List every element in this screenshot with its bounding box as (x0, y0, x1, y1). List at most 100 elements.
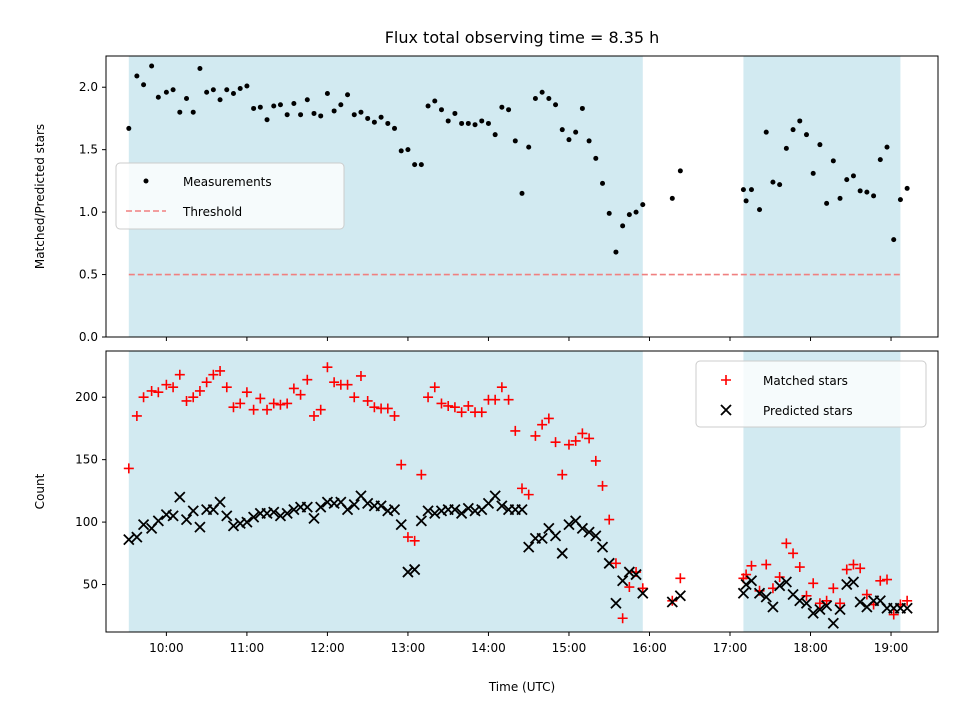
matched-point (610, 558, 621, 569)
predicted-point (827, 617, 839, 629)
matched-point (637, 583, 648, 594)
legend-box (695, 360, 927, 428)
matched-point (848, 559, 859, 570)
matched-point (329, 377, 340, 388)
matched-point (604, 514, 615, 525)
measurement-point (479, 118, 485, 124)
legend-counts: Matched stars Predicted stars (695, 360, 927, 428)
predicted-point (308, 512, 320, 524)
measurement-point (844, 177, 850, 183)
measurement-point (149, 63, 155, 69)
measurement-point (230, 90, 236, 96)
shaded-interval-0 (128, 351, 643, 632)
matched-point (510, 425, 521, 436)
measurement-point (405, 147, 411, 153)
measurement-point (459, 120, 465, 126)
predicted-point (315, 501, 327, 513)
matched-point (153, 387, 164, 398)
legend-predicted-label: Predicted stars (763, 404, 853, 418)
y-tick-label: 200 (75, 390, 98, 404)
measurement-point (803, 132, 809, 138)
matched-point (476, 407, 487, 418)
legend-box (115, 162, 345, 230)
matched-point (201, 377, 212, 388)
matched-point (828, 583, 839, 594)
measurement-point (777, 182, 783, 188)
measurement-point (184, 95, 190, 101)
measurement-point (797, 118, 803, 124)
matched-point (309, 410, 319, 421)
measurement-point (284, 112, 290, 118)
matched-point (322, 362, 333, 373)
measurement-point (425, 103, 431, 109)
matched-point (268, 398, 279, 409)
matched-point (570, 435, 581, 446)
predicted-point (780, 576, 792, 588)
matched-point (436, 398, 447, 409)
measurement-point (257, 104, 263, 110)
predicted-point (834, 603, 846, 616)
measurement-point (626, 212, 632, 218)
matched-point (275, 399, 286, 410)
measurement-point (897, 197, 903, 203)
predicted-point (630, 568, 642, 581)
predicted-point (583, 526, 595, 538)
matched-point (563, 439, 574, 450)
measurement-point (338, 102, 344, 108)
predicted-point (753, 587, 766, 599)
matched-point (161, 379, 172, 390)
matched-point (282, 398, 293, 409)
measurement-point (432, 98, 438, 104)
measurement-point (871, 193, 877, 199)
measurement-point (472, 122, 478, 128)
matched-point (382, 403, 393, 414)
matched-point (788, 548, 799, 559)
predicted-point (760, 591, 772, 603)
measurement-point (271, 103, 277, 109)
predicted-point (402, 566, 414, 578)
matched-point (741, 569, 752, 580)
matched-point (255, 393, 266, 404)
x-tick-label: 13:00 (391, 641, 426, 655)
predicted-point (388, 503, 401, 516)
predicted-point (194, 521, 206, 533)
measurement-point (757, 207, 763, 213)
matched-point (235, 398, 246, 409)
predicted-point (489, 490, 501, 502)
measurement-point (318, 113, 324, 119)
predicted-point (576, 522, 589, 534)
matched-point (861, 589, 872, 600)
predicted-point (814, 603, 826, 616)
ratio-panel: 0.0 0.5 1.0 1.5 2.0 Matched/Predicted stars Me… (33, 55, 939, 344)
matched-point (402, 532, 413, 543)
measurement-point (593, 155, 599, 161)
measurement-point (546, 95, 552, 101)
measurement-point (512, 138, 518, 144)
measurement-point (539, 89, 545, 95)
measurement-point (553, 102, 559, 108)
x-tick-label: 19:00 (874, 641, 909, 655)
matched-point (449, 402, 460, 413)
y-tick-label: 2.0 (79, 80, 98, 94)
matched-point (624, 582, 635, 593)
x-tick-label: 10:00 (149, 641, 184, 655)
y-tick-label: 100 (75, 515, 98, 529)
measurement-point (640, 202, 646, 208)
predicted-point (674, 590, 686, 602)
predicted-point (740, 578, 752, 591)
predicted-point (348, 498, 360, 511)
measurement-point (324, 90, 330, 96)
legend-matched-marker (721, 375, 731, 385)
measurement-point (392, 125, 398, 131)
predicted-point (281, 507, 293, 519)
measurement-point (452, 110, 458, 116)
measurement-point (217, 97, 223, 103)
predicted-point (516, 503, 528, 516)
predicted-point (227, 520, 240, 532)
matched-point (902, 595, 913, 606)
measurement-point (573, 129, 579, 135)
predicted-point (623, 566, 635, 578)
matched-point (557, 469, 568, 480)
predicted-point (807, 607, 819, 619)
measurement-point (620, 223, 626, 229)
